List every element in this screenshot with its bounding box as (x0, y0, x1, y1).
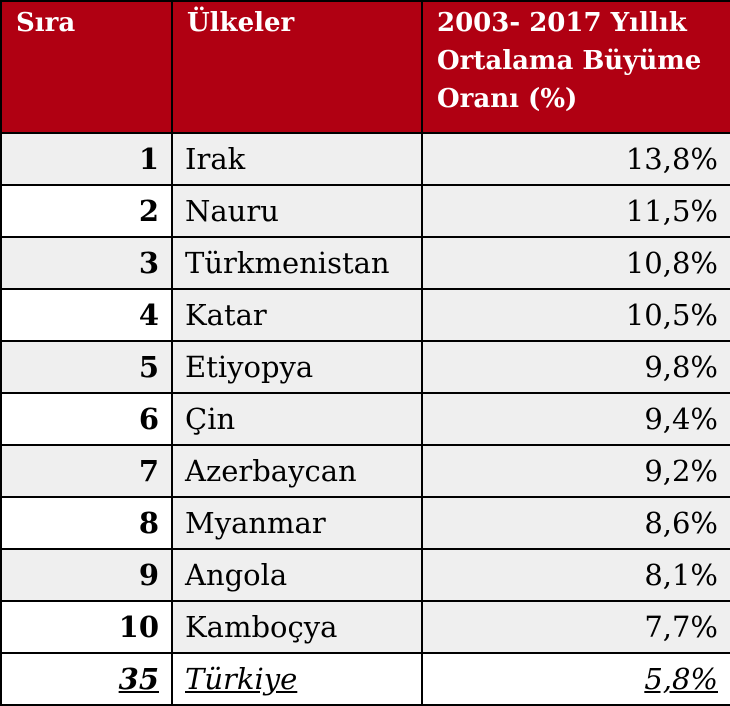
header-country: Ülkeler (171, 0, 423, 134)
growth-rate-cell: 10,5% (421, 288, 730, 342)
rank-cell: 8 (0, 496, 173, 550)
rank-cell: 6 (0, 392, 173, 446)
table-row: 1 Irak 13,8% (0, 132, 730, 186)
country-cell: Azerbaycan (171, 444, 423, 498)
country-cell: Katar (171, 288, 423, 342)
growth-rate-cell: 9,8% (421, 340, 730, 394)
growth-rate-cell: 8,6% (421, 496, 730, 550)
table-row: 7 Azerbaycan 9,2% (0, 444, 730, 498)
growth-rate-cell: 5,8% (421, 652, 730, 706)
rank-cell: 3 (0, 236, 173, 290)
table-row: 9 Angola 8,1% (0, 548, 730, 602)
growth-rate-cell: 7,7% (421, 600, 730, 654)
growth-rate-cell: 9,4% (421, 392, 730, 446)
table-row: 4 Katar 10,5% (0, 288, 730, 342)
header-growth-rate: 2003- 2017 Yıllık Ortalama Büyüme Oranı … (421, 0, 730, 134)
table-header: Sıra Ülkeler 2003- 2017 Yıllık Ortalama … (0, 0, 730, 134)
growth-rate-cell: 11,5% (421, 184, 730, 238)
header-growth-rate-line-1: 2003- 2017 Yıllık (437, 8, 687, 38)
growth-rate-cell: 13,8% (421, 132, 730, 186)
country-cell: Etiyopya (171, 340, 423, 394)
header-growth-rate-line-2: Ortalama Büyüme (437, 46, 702, 76)
growth-rate-cell: 8,1% (421, 548, 730, 602)
rank-cell: 5 (0, 340, 173, 394)
header-row: Sıra Ülkeler 2003- 2017 Yıllık Ortalama … (0, 0, 730, 134)
rank-cell: 1 (0, 132, 173, 186)
rank-cell: 2 (0, 184, 173, 238)
growth-rate-cell: 10,8% (421, 236, 730, 290)
country-cell: Nauru (171, 184, 423, 238)
header-rank: Sıra (0, 0, 173, 134)
country-cell: Türkiye (171, 652, 423, 706)
country-cell: Çin (171, 392, 423, 446)
rank-cell: 10 (0, 600, 173, 654)
header-growth-rate-line-3: Oranı (%) (437, 84, 578, 114)
growth-rate-cell: 9,2% (421, 444, 730, 498)
table-row: 8 Myanmar 8,6% (0, 496, 730, 550)
country-cell: Myanmar (171, 496, 423, 550)
rank-cell: 7 (0, 444, 173, 498)
table-row: 6 Çin 9,4% (0, 392, 730, 446)
table-row-highlighted: 35 Türkiye 5,8% (0, 652, 730, 706)
country-cell: Türkmenistan (171, 236, 423, 290)
rank-cell: 9 (0, 548, 173, 602)
rank-cell: 4 (0, 288, 173, 342)
country-cell: Angola (171, 548, 423, 602)
table-row: 10 Kamboçya 7,7% (0, 600, 730, 654)
table-row: 3 Türkmenistan 10,8% (0, 236, 730, 290)
table-row: 5 Etiyopya 9,8% (0, 340, 730, 394)
country-cell: Irak (171, 132, 423, 186)
rank-cell: 35 (0, 652, 173, 706)
table-row: 2 Nauru 11,5% (0, 184, 730, 238)
table-body: 1 Irak 13,8% 2 Nauru 11,5% 3 Türkmenista… (0, 132, 730, 706)
country-cell: Kamboçya (171, 600, 423, 654)
